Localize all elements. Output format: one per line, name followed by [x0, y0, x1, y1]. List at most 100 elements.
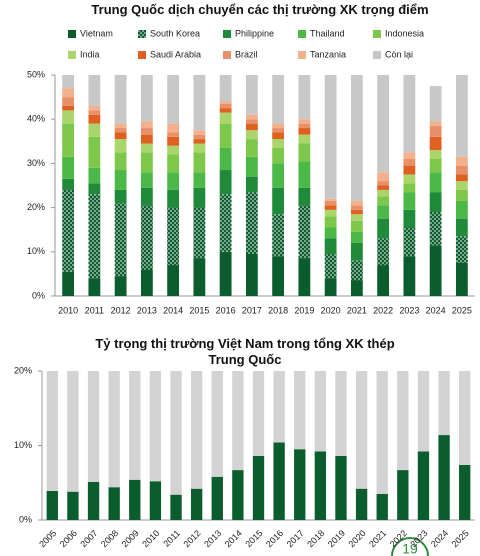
bar-segment	[377, 218, 390, 239]
legend-swatch	[68, 30, 76, 38]
bar-segment	[219, 194, 232, 252]
bar-segment	[298, 128, 311, 135]
bar-segment	[324, 200, 337, 206]
x-tick-label: 2015	[243, 528, 264, 549]
bar-segment	[46, 490, 58, 520]
bar-segment	[272, 139, 285, 148]
bar-segment	[298, 205, 311, 259]
bar-segment	[403, 183, 416, 193]
x-tick-label: 2007	[78, 528, 99, 549]
bar-segment	[140, 172, 153, 188]
bar-segment	[324, 209, 337, 217]
bar-segment	[417, 451, 430, 520]
legend-swatch	[138, 30, 146, 38]
x-tick-label: 2021	[367, 528, 388, 549]
bar-segment	[88, 194, 101, 279]
x-tick-label: 2016	[264, 528, 285, 549]
x-tick-label: 2012	[182, 528, 203, 549]
bar-segment	[455, 75, 468, 157]
x-tick-label: 2025	[450, 528, 471, 549]
bar-segment	[167, 132, 180, 137]
bar-segment	[438, 371, 450, 436]
x-tick-label: 2020	[321, 305, 341, 315]
bar-segment	[272, 132, 285, 140]
bar-segment	[193, 143, 206, 153]
bar-segment	[114, 139, 127, 153]
y-tick-label: 0%	[19, 514, 32, 524]
bar-segment	[211, 371, 223, 477]
bar-segment	[88, 183, 101, 195]
bar-segment	[350, 75, 363, 201]
legend-label: Thailand	[310, 28, 345, 38]
bar-segment	[140, 134, 153, 144]
bar-segment	[211, 476, 223, 520]
bar-segment	[403, 227, 416, 257]
page-badge	[391, 537, 429, 556]
y-tick-label: 10%	[14, 440, 32, 450]
bar-segment	[377, 265, 390, 296]
bar-segment	[167, 75, 180, 124]
bar-segment	[355, 488, 368, 520]
bar-segment	[67, 371, 79, 492]
bar-segment	[140, 143, 153, 153]
bar-segment	[129, 479, 141, 520]
bar-segment	[114, 203, 127, 277]
bar-segment	[193, 134, 206, 140]
bar-segment	[170, 494, 182, 520]
bar-segment	[355, 371, 368, 489]
bar-segment	[62, 97, 75, 106]
bar-segment	[324, 216, 337, 228]
bar-segment	[403, 75, 416, 153]
bar-segment	[314, 371, 327, 452]
bar-segment	[272, 256, 285, 296]
bar-segment	[149, 481, 162, 520]
bar-segment	[114, 132, 127, 140]
bar-segment	[272, 123, 285, 129]
bar-segment	[429, 150, 442, 159]
bar-segment	[245, 114, 258, 120]
x-tick-label: 2013	[202, 528, 223, 549]
bar-segment	[245, 75, 258, 115]
y-tick-label: 0%	[32, 290, 45, 300]
x-tick-label: 2010	[58, 305, 78, 315]
bar-segment	[455, 189, 468, 201]
legend-swatch	[298, 30, 306, 38]
bar-segment	[62, 75, 75, 89]
chart-title: Trung Quốc dịch chuyển các thị trường XK…	[91, 2, 429, 17]
legend-swatch	[223, 30, 231, 38]
bar-segment	[459, 464, 471, 520]
bar-segment	[429, 86, 442, 122]
bar-segment	[167, 145, 180, 155]
bar-segment	[298, 143, 311, 162]
bar-segment	[219, 101, 232, 104]
bar-segment	[193, 207, 206, 259]
bar-segment	[114, 75, 127, 124]
bar-segment	[219, 147, 232, 171]
bar-segment	[294, 371, 306, 450]
bar-segment	[245, 130, 258, 140]
bar-segment	[377, 181, 390, 186]
x-tick-label: 2019	[326, 528, 347, 549]
bar-segment	[324, 238, 337, 255]
bar-segment	[232, 470, 244, 520]
bar-segment	[294, 449, 306, 520]
bar-segment	[429, 192, 442, 213]
bar-segment	[272, 128, 285, 133]
bar-segment	[88, 167, 101, 184]
bar-segment	[88, 105, 101, 111]
x-tick-label: 2011	[85, 305, 104, 315]
bar-segment	[429, 172, 442, 193]
bar-segment	[455, 165, 468, 175]
bar-segment	[193, 258, 206, 296]
bar-segment	[455, 181, 468, 190]
x-tick-label: 2019	[294, 305, 314, 315]
bar-segment	[377, 172, 390, 182]
bar-segment	[67, 491, 79, 520]
bar-segment	[429, 245, 442, 296]
bar-segment	[140, 187, 153, 206]
bar-segment	[62, 110, 75, 124]
bar-segment	[167, 207, 180, 266]
bar-segment	[324, 198, 337, 201]
bar-segment	[232, 371, 244, 471]
bar-segment	[314, 451, 327, 520]
